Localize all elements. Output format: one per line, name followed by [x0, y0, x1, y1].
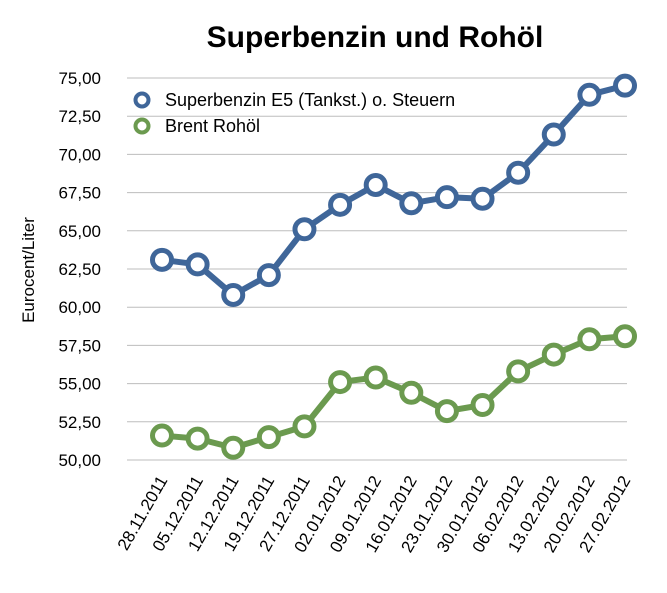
data-point — [470, 392, 495, 417]
data-point — [292, 414, 317, 439]
data-point — [185, 252, 210, 277]
data-point — [434, 185, 459, 210]
data-point — [613, 324, 637, 349]
data-point — [577, 327, 602, 352]
data-point — [256, 425, 281, 450]
legend-marker — [133, 117, 151, 135]
data-point — [506, 160, 531, 185]
data-point — [399, 191, 424, 216]
data-point — [185, 426, 210, 451]
y-tick-label: 55,00 — [58, 375, 101, 394]
data-point — [221, 435, 246, 460]
y-tick-label: 50,00 — [58, 451, 101, 470]
data-point — [221, 282, 246, 307]
data-point — [328, 192, 353, 217]
data-point — [292, 217, 317, 242]
data-point — [399, 380, 424, 405]
series-1 — [150, 73, 637, 307]
data-point — [577, 82, 602, 107]
y-tick-label: 65,00 — [58, 222, 101, 241]
data-point — [541, 122, 566, 147]
series-2 — [150, 324, 637, 460]
data-point — [150, 247, 174, 272]
y-tick-labels: 50,00 52,50 55,00 57,50 60,00 62,50 65,00 67,50… — [58, 69, 101, 470]
legend: Superbenzin E5 (Tankst.) o. Steuern Brent… — [133, 90, 455, 136]
y-tick-label: 72,50 — [58, 107, 101, 126]
data-point — [363, 172, 388, 197]
y-tick-label: 67,50 — [58, 184, 101, 203]
chart-title: Superbenzin und Rohöl — [207, 21, 544, 54]
data-point — [256, 263, 281, 288]
data-point — [506, 359, 531, 384]
data-point — [541, 342, 566, 367]
y-tick-label: 75,00 — [58, 69, 101, 88]
legend-label: Brent Rohöl — [165, 116, 260, 136]
y-tick-label: 60,00 — [58, 298, 101, 317]
y-tick-label: 62,50 — [58, 260, 101, 279]
y-tick-label: 70,00 — [58, 145, 101, 164]
data-point — [434, 399, 459, 424]
y-tick-label: 52,50 — [58, 413, 101, 432]
y-tick-label: 57,50 — [58, 336, 101, 355]
data-point — [613, 73, 637, 98]
series-layer — [150, 73, 637, 460]
x-tick-labels: 28.11.201105.12.201112.12.201119.12.2011… — [114, 473, 635, 556]
data-point — [470, 186, 495, 211]
data-point — [150, 423, 174, 448]
y-axis-label: Eurocent/Liter — [19, 217, 38, 323]
data-point — [363, 365, 388, 390]
legend-marker — [133, 91, 151, 109]
gridlines — [127, 77, 627, 461]
legend-label: Superbenzin E5 (Tankst.) o. Steuern — [165, 90, 455, 110]
data-point — [328, 370, 353, 395]
